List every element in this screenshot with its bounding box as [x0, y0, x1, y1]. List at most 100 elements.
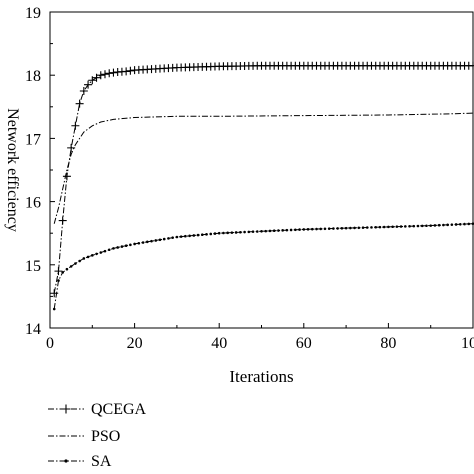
- legend-item-pso: PSO: [48, 428, 120, 445]
- sa-marker: [91, 254, 94, 257]
- series-layer: [50, 61, 474, 311]
- sa-marker: [289, 228, 293, 232]
- x-axis-label: Iterations: [229, 367, 293, 386]
- sa-marker: [391, 225, 394, 229]
- x-axis-ticks: 0 20 40 60 80 100: [46, 323, 474, 352]
- y-tick-label: 17: [25, 131, 41, 148]
- sa-marker: [154, 239, 158, 242]
- x-tick-label: 0: [46, 335, 54, 352]
- qcega-marker: [105, 69, 114, 78]
- sa-marker: [310, 227, 314, 231]
- sa-marker: [255, 230, 259, 233]
- series-line-qcega: [53, 65, 473, 294]
- sa-marker: [95, 252, 98, 256]
- sa-marker: [404, 225, 407, 228]
- qcega-marker: [71, 121, 80, 130]
- sa-marker: [323, 227, 327, 231]
- sa-marker: [175, 235, 179, 239]
- qcega-marker: [88, 76, 97, 85]
- sa-marker: [446, 223, 449, 227]
- sa-marker: [370, 226, 373, 229]
- qcega-marker: [84, 80, 93, 89]
- sa-marker: [349, 226, 352, 230]
- sa-marker: [298, 228, 301, 231]
- sa-marker: [141, 241, 145, 244]
- sa-marker: [459, 222, 462, 226]
- sa-marker: [52, 307, 56, 311]
- sa-marker: [251, 230, 255, 233]
- sa-marker: [285, 228, 289, 232]
- series-qcega: [50, 61, 474, 298]
- sa-marker: [327, 227, 331, 230]
- sa-marker: [179, 235, 183, 238]
- sa-marker: [65, 267, 69, 271]
- sa-marker: [124, 244, 128, 248]
- sa-marker: [120, 245, 124, 248]
- legend-label-qcega: QCEGA: [91, 401, 147, 418]
- sa-marker: [192, 234, 196, 237]
- x-tick-label: 80: [380, 335, 396, 352]
- sa-marker: [107, 248, 111, 252]
- sa-marker: [112, 247, 115, 250]
- sa-marker: [471, 222, 474, 226]
- sa-marker: [137, 241, 141, 245]
- sa-marker: [306, 227, 310, 231]
- legend-item-sa: SA: [48, 453, 112, 470]
- legend-dot-marker: [64, 459, 68, 463]
- sa-marker: [442, 223, 445, 227]
- sa-marker: [247, 230, 251, 234]
- qcega-marker: [469, 61, 474, 70]
- qcega-marker: [96, 71, 105, 80]
- qcega-marker: [75, 99, 84, 108]
- series-sa: [52, 222, 474, 311]
- sa-marker: [234, 231, 238, 234]
- sa-marker: [86, 255, 90, 259]
- sa-marker: [239, 230, 242, 234]
- sa-marker: [222, 231, 225, 235]
- sa-marker: [69, 265, 73, 268]
- qcega-marker: [62, 172, 71, 181]
- x-tick-label: 20: [127, 335, 143, 352]
- sa-marker: [129, 243, 132, 247]
- sa-marker: [463, 222, 466, 226]
- sa-marker: [425, 224, 428, 228]
- sa-marker: [467, 222, 471, 226]
- sa-marker: [412, 224, 416, 228]
- sa-marker: [429, 224, 433, 227]
- sa-marker: [213, 232, 217, 235]
- sa-marker: [99, 251, 103, 254]
- legend-label-sa: SA: [91, 453, 112, 470]
- sa-marker: [361, 226, 365, 229]
- sa-marker: [395, 225, 399, 228]
- sa-marker: [74, 262, 77, 265]
- x-tick-label: 60: [296, 335, 312, 352]
- sa-marker: [365, 226, 369, 229]
- sa-marker: [150, 239, 153, 243]
- sa-marker: [281, 229, 284, 232]
- sa-marker: [277, 229, 280, 232]
- sa-marker: [437, 223, 441, 227]
- qcega-marker: [92, 73, 101, 82]
- y-tick-label: 19: [25, 5, 41, 22]
- sa-marker: [315, 227, 318, 231]
- plot-area-border: [49, 11, 474, 329]
- qcega-marker: [54, 267, 63, 276]
- sa-marker: [420, 224, 424, 228]
- sa-marker: [209, 232, 213, 236]
- legend: QCEGA PSO SA: [48, 401, 147, 470]
- y-axis-ticks: 14 15 16 17 18 19: [25, 5, 55, 338]
- sa-marker: [353, 226, 356, 230]
- sa-marker: [243, 230, 246, 234]
- sa-marker: [268, 229, 272, 233]
- sa-marker: [408, 224, 411, 228]
- sa-marker: [272, 229, 276, 233]
- sa-marker: [78, 259, 81, 263]
- sa-marker: [184, 234, 187, 238]
- sa-marker: [332, 227, 335, 230]
- series-pso: [53, 112, 474, 224]
- sa-marker: [205, 233, 208, 236]
- sa-marker: [340, 226, 344, 230]
- sa-marker: [162, 237, 166, 241]
- sa-marker: [336, 227, 339, 230]
- sa-marker: [260, 230, 263, 233]
